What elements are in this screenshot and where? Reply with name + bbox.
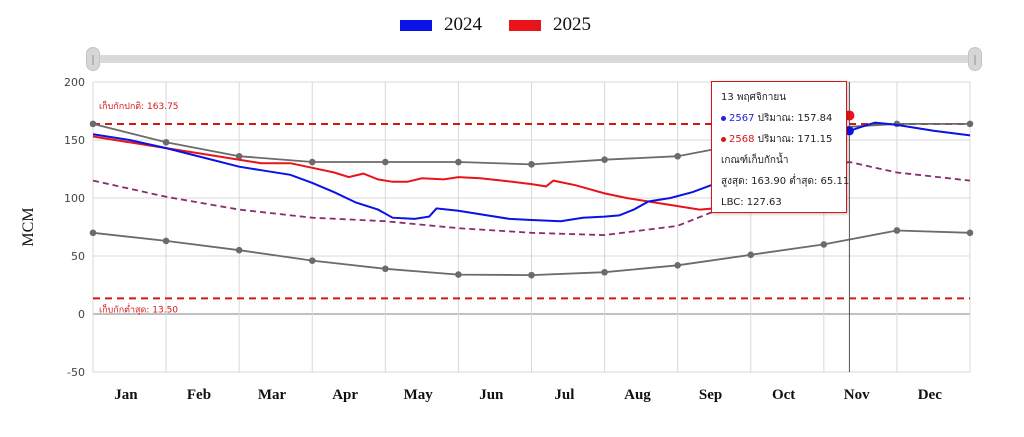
rule-curve-marker <box>382 158 389 166</box>
range-slider-end-handle[interactable] <box>968 47 982 71</box>
rule-curve-marker <box>966 229 974 237</box>
rule-curve-marker <box>966 120 974 128</box>
tooltip-lbc: LBC: 127.63 <box>721 197 782 208</box>
x-tick-label: Jul <box>554 387 574 403</box>
tooltip-value-2567: ปริมาณ: 157.84 <box>754 113 833 124</box>
rule-curve-marker <box>893 227 901 234</box>
y-tick-label: -50 <box>67 366 85 379</box>
y-tick-label: 50 <box>71 250 85 263</box>
x-tick-label: Mar <box>258 387 287 403</box>
tooltip-row-2024: 2567 ปริมาณ: 157.84 <box>721 111 840 132</box>
x-tick-label: Nov <box>844 387 870 403</box>
tooltip-rule-heading: เกณฑ์เก็บกักน้ำ <box>721 155 789 166</box>
rule-curve-marker <box>528 271 535 279</box>
legend-item-2025[interactable]: 2025 <box>509 14 591 36</box>
tooltip-value-2568: ปริมาณ: 171.15 <box>754 134 833 145</box>
x-tick-label: Oct <box>772 387 795 403</box>
legend-item-2024[interactable]: 2024 <box>400 14 482 36</box>
y-tick-label: 0 <box>78 308 85 321</box>
rule-curve-marker <box>674 152 681 160</box>
reference-line-label: เก็บกักต่ำสุด: 13.50 <box>99 302 178 315</box>
rule-curve-marker <box>308 158 316 166</box>
x-tick-label: Aug <box>624 387 651 403</box>
range-slider-start-handle[interactable] <box>86 47 100 71</box>
tooltip-blue-dot <box>721 115 726 121</box>
rule-curve-marker <box>235 152 243 160</box>
rule-curve-marker <box>601 156 608 164</box>
tooltip-row-2025: 2568 ปริมาณ: 171.15 <box>721 132 840 153</box>
rule-curve-marker <box>162 237 170 245</box>
rule-curve-marker <box>89 229 97 237</box>
x-tick-label: Sep <box>699 387 722 403</box>
tooltip-red-dot <box>721 136 726 142</box>
hover-marker-2024 <box>844 126 854 136</box>
x-tick-label: Jan <box>114 387 138 403</box>
hover-tooltip: 13 พฤศจิกายน 2567 ปริมาณ: 157.84 2568 ปร… <box>711 81 850 213</box>
range-slider-track[interactable] <box>94 55 974 63</box>
x-tick-label: Dec <box>918 387 942 403</box>
legend-label-2025: 2025 <box>553 14 591 35</box>
legend-swatch-2024 <box>400 19 432 31</box>
rule-curve-marker <box>162 139 170 146</box>
x-tick-label: Apr <box>332 387 358 403</box>
x-tick-label: Jun <box>479 387 504 403</box>
rule-curve-marker <box>89 120 97 128</box>
tooltip-rule-range: สูงสุด: 163.90 ต่ำสุด: 65.11 <box>721 176 850 187</box>
rule-curve-marker <box>528 161 535 168</box>
rule-curve-marker <box>308 257 316 264</box>
rule-curve-marker <box>747 251 755 259</box>
y-axis-title: MCM <box>20 207 37 246</box>
reference-line-label: เก็บกักปกติ: 163.75 <box>99 99 179 112</box>
rule-curve-marker <box>455 271 462 278</box>
x-tick-label: Feb <box>187 387 211 403</box>
y-tick-label: 100 <box>64 192 85 205</box>
rule-curve-marker <box>382 265 389 273</box>
tooltip-year-2567: 2567 <box>729 113 755 124</box>
range-slider[interactable] <box>86 46 982 72</box>
rule-curve-marker <box>820 241 828 248</box>
legend-swatch-2025 <box>509 19 541 31</box>
rule-curve-marker <box>601 268 608 276</box>
chart-legend: 2024 2025 <box>0 14 1024 40</box>
legend-label-2024: 2024 <box>444 14 482 35</box>
tooltip-date: 13 พฤศจิกายน <box>721 92 787 103</box>
rule-curve-marker <box>455 158 462 166</box>
y-tick-label: 200 <box>64 76 85 89</box>
rule-curve-marker <box>235 246 243 254</box>
y-tick-label: 150 <box>64 134 85 147</box>
rule-curve-marker <box>674 261 681 269</box>
tooltip-year-2568: 2568 <box>729 134 755 145</box>
x-tick-label: May <box>404 387 434 403</box>
